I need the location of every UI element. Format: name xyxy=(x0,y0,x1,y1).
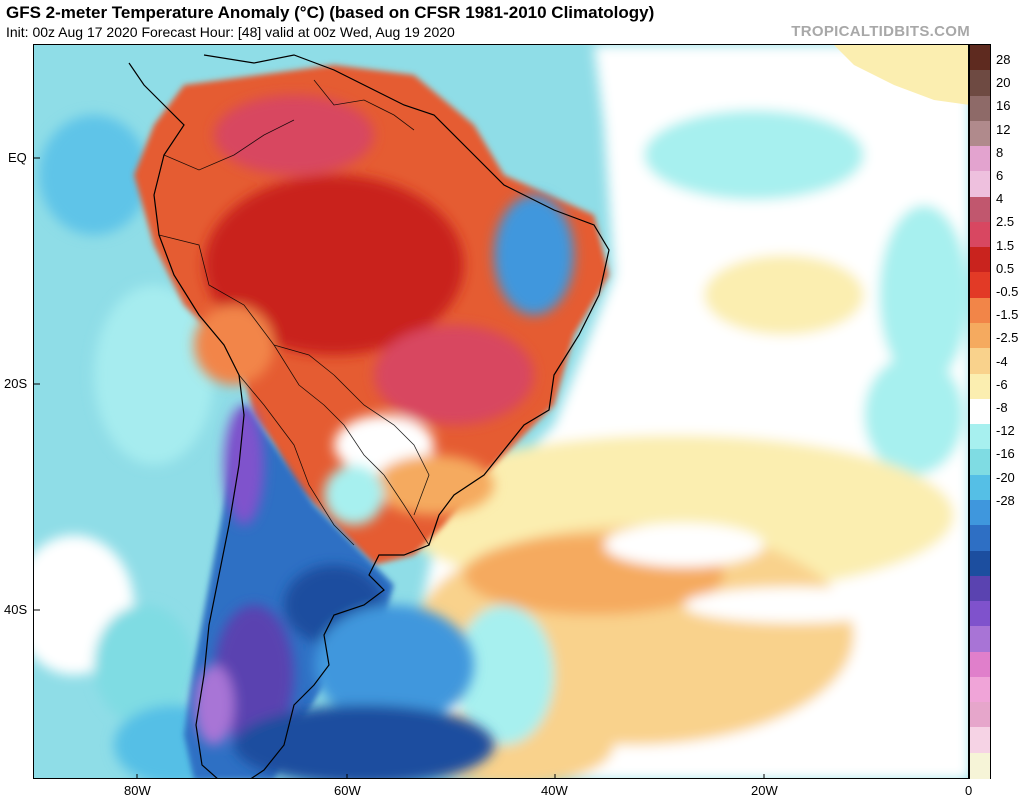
x-tick-0: 0 xyxy=(965,783,973,798)
colorbar-label: -1.5 xyxy=(996,307,1019,323)
colorbar-label: -28 xyxy=(996,492,1015,508)
colorbar-cell xyxy=(970,398,990,425)
colorbar-label: -0.5 xyxy=(996,284,1019,299)
atlantic-anomaly-patches xyxy=(394,45,968,778)
colorbar-cell xyxy=(970,221,990,248)
colorbar-cell xyxy=(970,727,990,754)
y-tick-20s: 20S xyxy=(4,376,28,391)
x-tick-80w: 80W xyxy=(124,783,151,798)
colorbar-label: -20 xyxy=(996,469,1015,485)
colorbar-cell xyxy=(970,474,990,501)
colorbar-label: -4 xyxy=(996,353,1008,369)
brand-watermark: TROPICALTIDBITS.COM xyxy=(791,23,970,40)
colorbar-label: 28 xyxy=(996,52,1011,67)
colorbar-cell xyxy=(970,323,990,350)
colorbar-cell xyxy=(970,525,990,552)
colorbar-cell xyxy=(970,752,990,779)
x-tick-20w: 20W xyxy=(751,783,778,798)
colorbar-label: 0.5 xyxy=(996,260,1015,276)
colorbar-label: 2.5 xyxy=(996,214,1015,230)
colorbar-label: -6 xyxy=(996,376,1008,392)
anomaly-field xyxy=(34,45,968,778)
colorbar-label: -8 xyxy=(996,400,1008,415)
x-tick-40w: 40W xyxy=(541,783,568,798)
colorbar-cell xyxy=(970,702,990,729)
colorbar-cell xyxy=(970,373,990,400)
colorbar-cell xyxy=(970,120,990,147)
colorbar-label: 16 xyxy=(996,98,1011,114)
map-title: GFS 2-meter Temperature Anomaly (°C) (ba… xyxy=(6,3,655,22)
colorbar-label: 6 xyxy=(996,168,1004,183)
colorbar-cell xyxy=(970,676,990,703)
colorbar-label: 4 xyxy=(996,191,1004,207)
colorbar-cell xyxy=(970,550,990,577)
colorbar-cell xyxy=(970,575,990,602)
colorbar-label: 12 xyxy=(996,121,1011,137)
axis-ticks xyxy=(34,157,765,778)
y-tick-40s: 40S xyxy=(4,602,28,617)
colorbar-cell xyxy=(970,146,990,173)
colorbar-cell xyxy=(970,272,990,299)
colorbar-cell xyxy=(970,626,990,653)
colorbar-label: -12 xyxy=(996,423,1015,439)
x-tick-60w: 60W xyxy=(334,783,361,798)
colorbar-cell xyxy=(970,424,990,451)
colorbar-cell xyxy=(970,449,990,476)
y-tick-eq: EQ xyxy=(8,150,27,165)
land-anomaly-patches xyxy=(194,95,574,525)
country-borders xyxy=(158,79,430,546)
colorbar-label: -2.5 xyxy=(996,330,1019,346)
colorbar-cell xyxy=(970,171,990,198)
cold-anomaly-patches xyxy=(194,405,494,778)
colorbar-cell xyxy=(970,499,990,526)
colorbar-cell xyxy=(970,651,990,678)
colorbar-cell xyxy=(970,45,990,71)
colorbar-cell xyxy=(970,297,990,324)
colorbar-label: 20 xyxy=(996,75,1011,91)
colorbar-label: -16 xyxy=(996,446,1015,462)
colorbar-label: 8 xyxy=(996,144,1004,160)
colorbar xyxy=(969,44,991,779)
colorbar-cell xyxy=(970,247,990,274)
anomaly-map xyxy=(33,44,969,779)
coastlines xyxy=(128,54,610,778)
colorbar-label: 1.5 xyxy=(996,237,1015,253)
colorbar-cell xyxy=(970,95,990,122)
map-subtitle: Init: 00z Aug 17 2020 Forecast Hour: [48… xyxy=(6,24,455,40)
africa-warm-region xyxy=(834,45,968,105)
colorbar-cell xyxy=(970,348,990,375)
colorbar-cell xyxy=(970,70,990,97)
colorbar-cell xyxy=(970,196,990,223)
colorbar-cell xyxy=(970,601,990,628)
